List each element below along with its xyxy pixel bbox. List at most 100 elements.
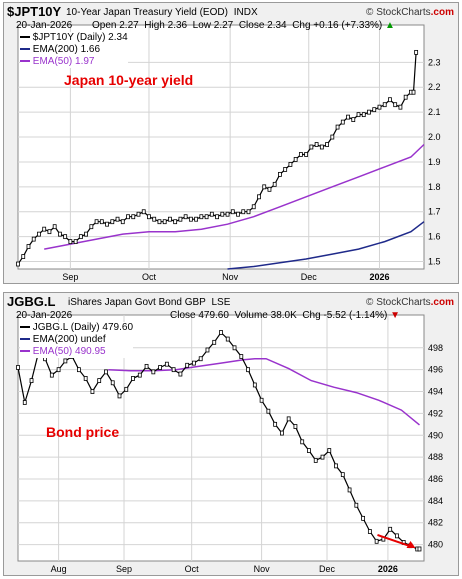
y-tick-label: 490 (428, 430, 443, 440)
price-bar (215, 214, 219, 220)
y-tick-label: 1.8 (428, 182, 441, 192)
price-bar (367, 529, 372, 534)
price-bar (361, 112, 366, 118)
x-tick-label: 2026 (369, 272, 389, 282)
y-tick-label: 486 (428, 474, 443, 484)
legend-ema200-swatch (20, 338, 30, 341)
price-bar (185, 362, 190, 368)
price-bar (395, 533, 399, 539)
price-bar (21, 254, 26, 259)
price-bar (136, 211, 141, 217)
yield-close: Close 2.34 (238, 20, 287, 31)
legend-ema200-label: EMA(200) undef (32, 334, 106, 345)
y-tick-label: 2.3 (428, 57, 441, 67)
price-bar (183, 214, 188, 220)
legend-price-swatch (20, 36, 30, 39)
price-bar (232, 345, 237, 351)
y-tick-label: 2.2 (428, 82, 441, 92)
price-bar (230, 209, 235, 215)
x-tick-label: Sep (116, 564, 132, 574)
price-bar (158, 365, 163, 370)
bond-exchange: LSE (211, 297, 231, 308)
price-bar (188, 216, 193, 222)
credit-suffix: .com (430, 7, 454, 18)
price-bar (131, 376, 135, 381)
price-bar (252, 382, 257, 388)
price-bar (104, 369, 108, 375)
price-bar (374, 538, 379, 544)
price-bar (246, 209, 251, 215)
ema50-line (44, 143, 425, 250)
legend-ema200: EMA(200) undef (20, 334, 133, 346)
price-bar (319, 144, 324, 150)
price-bar (320, 454, 325, 460)
red-arrow-shaft (377, 534, 413, 548)
up-arrow-icon: ▲ (385, 20, 395, 31)
price-bar (105, 221, 109, 227)
x-tick-label: Dec (319, 564, 336, 574)
price-bar (259, 397, 264, 403)
legend-ema50-swatch (20, 60, 30, 63)
price-bar (26, 244, 31, 249)
price-bar (293, 424, 298, 429)
price-bar (279, 430, 284, 436)
bond-annotation: Bond price (46, 424, 120, 440)
price-bar (52, 224, 57, 230)
yield-date: 20-Jan-2026 (16, 20, 73, 31)
price-bar (58, 231, 62, 237)
price-bar (330, 134, 335, 140)
price-bar (361, 515, 366, 521)
price-bar (157, 219, 162, 225)
yield-chart-svg: 1.5 1.6 1.7 1.8 1.9 2.0 2.1 2.2 2.3 Sep Oct Nov Dec 2… (16, 24, 441, 282)
yield-open: Open 2.27 (92, 20, 139, 31)
price-bar (73, 239, 78, 245)
y-tick-label: 1.6 (428, 232, 441, 242)
y-tick-label: 496 (428, 365, 443, 375)
legend-ema50: EMA(50) 1.97 (20, 56, 128, 68)
yield-title-text: 10-Year Japan Treasury Yield (EOD) (66, 7, 228, 18)
y-tick-label: 488 (428, 452, 443, 462)
y-tick-label: 480 (428, 540, 443, 550)
price-bar (372, 107, 377, 113)
price-bar (110, 380, 115, 386)
price-bar (304, 152, 309, 157)
price-bar (246, 367, 250, 373)
price-bar (267, 186, 272, 192)
yield-annotation: Japan 10-year yield (64, 72, 194, 88)
price-bar (334, 463, 338, 469)
legend-ema50-label: EMA(50) 1.97 (32, 56, 95, 67)
price-bar (90, 389, 95, 394)
price-bar (225, 211, 230, 217)
y-tick-label: 498 (428, 343, 443, 353)
bond-title-text: iShares Japan Govt Bond GBP (68, 297, 206, 308)
price-bar (288, 162, 293, 167)
yield-quote: Open 2.27 High 2.36 Low 2.27 Close 2.34 … (92, 20, 395, 31)
bond-change: Chg -5.52 (-1.14%) (302, 310, 388, 321)
credit-prefix: © StockCharts (366, 297, 431, 308)
price-bar (356, 112, 361, 118)
price-bar (205, 347, 210, 353)
ema50-line (108, 357, 420, 426)
price-bar (388, 526, 393, 532)
legend-price-label: $JPT10Y (Daily) 2.34 (32, 32, 128, 43)
price-bar (354, 502, 359, 508)
price-bar (168, 216, 172, 222)
price-bar (120, 219, 125, 225)
price-bar (22, 400, 27, 405)
x-tick-label: Sep (62, 272, 78, 282)
y-tick-label: 482 (428, 518, 443, 528)
price-bar (126, 214, 130, 220)
y-tick-label: 484 (428, 496, 443, 506)
price-bar (94, 219, 99, 225)
bond-ticker: JGBG.L (7, 294, 56, 309)
price-bar (351, 117, 356, 123)
yield-exchange: INDX (233, 7, 258, 18)
price-bar (278, 171, 282, 177)
y-tick-label: 1.5 (428, 257, 441, 267)
price-bar (262, 184, 267, 190)
price-bar (273, 421, 278, 427)
price-bar (97, 378, 102, 383)
price-bar (84, 231, 89, 237)
y-tick-label: 1.9 (428, 157, 441, 167)
price-bar (164, 361, 169, 367)
